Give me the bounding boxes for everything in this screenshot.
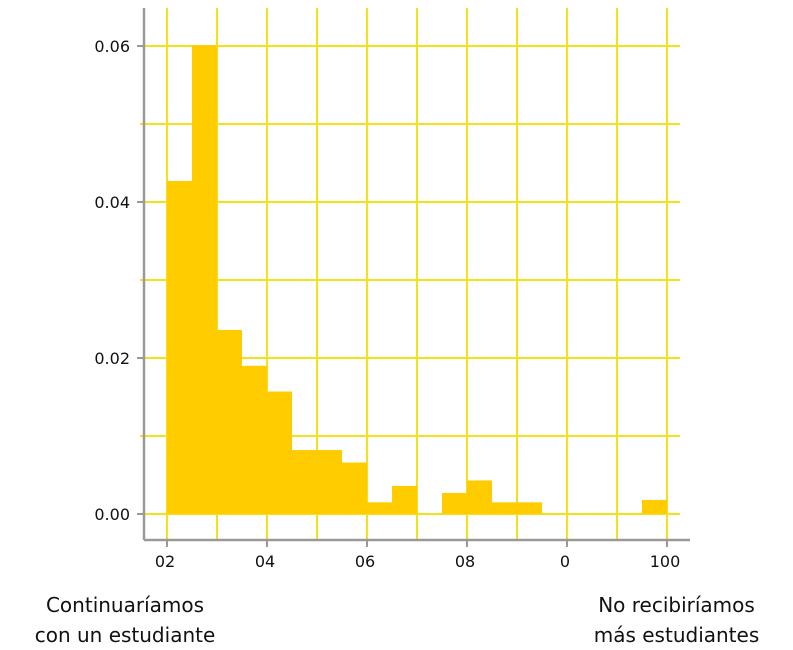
histogram-bar — [367, 502, 392, 514]
left-caption-line-1: Continuaríamos — [45, 593, 205, 617]
left-caption: Continuaríamos con un estudiante — [0, 590, 250, 650]
x-tick-label: 02 — [155, 552, 175, 571]
right-caption-line-2: más estudiantes — [593, 623, 760, 647]
left-caption-line-2: con un estudiante — [34, 623, 216, 647]
right-caption-line-1: No recibiríamos — [598, 593, 755, 617]
y-tick-label: 0.02 — [94, 349, 130, 368]
right-caption: No recibiríamos más estudiantes — [560, 590, 793, 650]
x-tick-label: 100 — [650, 552, 681, 571]
histogram-bar — [292, 450, 317, 514]
histogram-bars — [167, 45, 667, 514]
histogram-bar — [242, 365, 267, 514]
histogram-bar — [517, 502, 542, 514]
histogram-bar — [442, 492, 467, 514]
histogram-bar — [492, 502, 517, 514]
x-tick-label: 04 — [255, 552, 275, 571]
histogram-bar — [317, 450, 342, 514]
histogram-chart: 0.00 0.02 0.04 0.06 02 04 06 08 0 100 — [94, 8, 690, 571]
histogram-bar — [392, 485, 417, 514]
histogram-bar — [192, 45, 217, 514]
histogram-bar — [267, 391, 292, 514]
x-tick-label: 06 — [355, 552, 375, 571]
axes — [137, 8, 690, 547]
x-tick-label: 0 — [560, 552, 570, 571]
histogram-bar — [342, 462, 367, 514]
tick-labels: 0.00 0.02 0.04 0.06 02 04 06 08 0 100 — [94, 37, 680, 571]
y-tick-label: 0.06 — [94, 37, 130, 56]
y-tick-label: 0.00 — [94, 505, 130, 524]
histogram-bar — [467, 480, 492, 514]
histogram-bar — [167, 180, 192, 514]
histogram-bar — [642, 499, 667, 514]
x-tick-label: 08 — [455, 552, 475, 571]
histogram-bar — [217, 329, 242, 514]
y-tick-label: 0.04 — [94, 193, 130, 212]
